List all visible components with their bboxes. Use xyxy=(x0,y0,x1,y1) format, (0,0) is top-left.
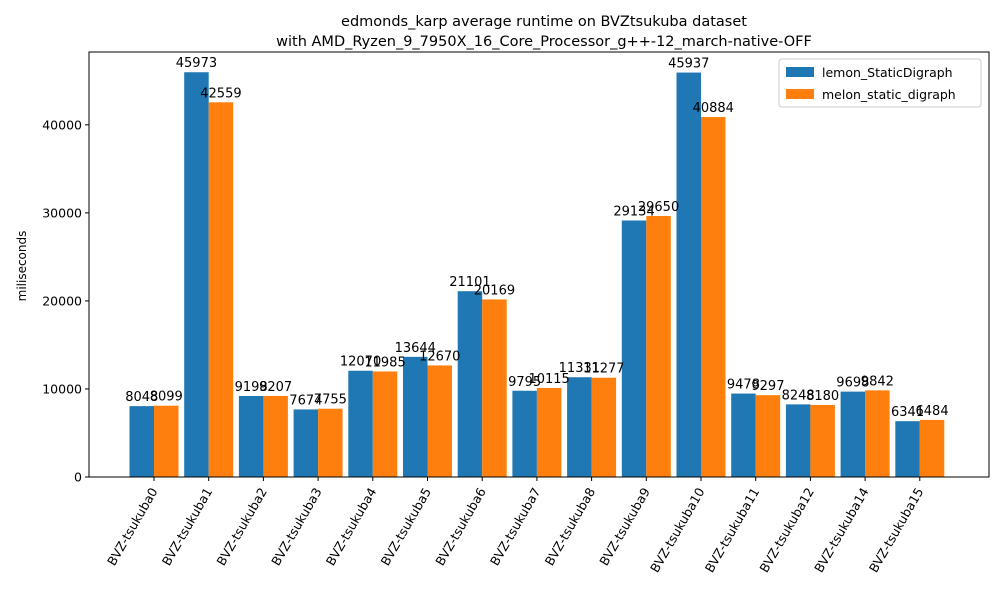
bar-value-label: 21101 xyxy=(449,275,490,290)
bar-value-label: 42559 xyxy=(200,86,241,101)
x-tick-label: BVZ-tsukuba0 xyxy=(104,485,161,568)
bar-value-label: 20169 xyxy=(474,283,515,298)
bar-melon xyxy=(372,371,398,477)
y-tick-label: 40000 xyxy=(42,117,82,132)
bar-value-label: 9795 xyxy=(508,375,541,390)
bar-value-label: 10115 xyxy=(528,372,569,387)
bar-value-label: 8248 xyxy=(782,388,815,403)
bar-lemon xyxy=(895,421,920,477)
y-tick-label: 20000 xyxy=(42,293,82,308)
axes-frame xyxy=(88,51,990,478)
bar-lemon xyxy=(731,393,756,477)
bar-lemon xyxy=(676,72,701,477)
bar-value-label: 9698 xyxy=(836,376,869,391)
legend-swatch-lemon xyxy=(786,67,814,77)
bar-value-label: 8048 xyxy=(125,390,158,405)
bar-lemon xyxy=(621,220,647,478)
bar-lemon xyxy=(785,404,811,477)
x-tick-label: BVZ-tsukuba1 xyxy=(159,485,216,568)
bar-value-label: 9297 xyxy=(751,379,784,394)
bar-value-label: 29650 xyxy=(638,200,679,215)
bar-melon xyxy=(646,215,671,477)
bar-lemon xyxy=(512,390,537,477)
bar-melon xyxy=(536,387,562,477)
bar-value-label: 40884 xyxy=(693,101,734,116)
bar-value-label: 6341 xyxy=(891,405,924,420)
bar-melon xyxy=(919,419,945,477)
bar-melon xyxy=(591,377,617,477)
chart-title-line2: with AMD_Ryzen_9_7950X_16_Core_Processor… xyxy=(276,34,812,50)
bar-value-label: 11985 xyxy=(364,355,405,370)
x-tick-label: BVZ-tsukuba2 xyxy=(213,485,270,568)
bar-lemon xyxy=(129,406,154,477)
bar-lemon xyxy=(293,409,319,477)
y-tick-label: 10000 xyxy=(42,381,82,396)
x-tick-label: BVZ-tsukuba11 xyxy=(702,485,763,575)
bar-value-label: 12070 xyxy=(340,355,381,370)
bar-melon xyxy=(263,395,288,477)
bar-value-label: 12670 xyxy=(419,349,460,364)
x-tick-label: BVZ-tsukuba9 xyxy=(596,485,653,568)
bar-lemon xyxy=(840,391,866,477)
bar-value-label: 45937 xyxy=(668,57,709,72)
bar-lemon xyxy=(403,356,428,477)
chart-title-line1: edmonds_karp average runtime on BVZtsuku… xyxy=(341,14,747,30)
bar-lemon xyxy=(457,291,483,477)
bar-melon xyxy=(755,395,781,477)
x-tick-label: BVZ-tsukuba12 xyxy=(756,485,817,575)
legend-label-melon: melon_static_digraph xyxy=(822,87,956,102)
x-tick-label: BVZ-tsukuba3 xyxy=(268,485,325,568)
bar-value-label: 11331 xyxy=(559,361,600,376)
bar-melon xyxy=(810,404,835,477)
y-axis-label: miliseconds xyxy=(15,231,29,302)
bar-melon xyxy=(318,408,343,477)
bar-melon xyxy=(208,102,234,477)
x-tick-label: BVZ-tsukuba7 xyxy=(487,485,544,568)
bar-value-label: 8180 xyxy=(806,389,839,404)
bar-value-label: 13644 xyxy=(395,341,436,356)
bar-melon xyxy=(154,405,179,477)
plot-area: 8048 45973 9198 7674 12070 13644 21101 9795 1133… xyxy=(42,51,990,575)
legend-label-lemon: lemon_StaticDigraph xyxy=(822,65,953,80)
legend-swatch-melon xyxy=(786,89,814,99)
bar-value-label: 8099 xyxy=(150,390,183,405)
legend-frame xyxy=(778,58,982,108)
x-tick-label: BVZ-tsukuba6 xyxy=(432,485,489,568)
bar-value-label: 7755 xyxy=(314,393,347,408)
x-tick-label: BVZ-tsukuba5 xyxy=(377,485,434,568)
y-tick-label: 0 xyxy=(74,470,82,485)
bar-lemon xyxy=(567,377,592,477)
bar-value-label: 11277 xyxy=(583,362,624,377)
bar-value-label: 6484 xyxy=(916,404,949,419)
bar-value-label: 9842 xyxy=(861,374,894,389)
bar-lemon xyxy=(184,72,209,477)
x-tick-label: BVZ-tsukuba14 xyxy=(811,485,872,575)
bar-melon xyxy=(865,390,890,477)
bar-value-label: 9207 xyxy=(259,380,292,395)
bar-melon xyxy=(482,299,507,477)
x-tick-label: BVZ-tsukuba8 xyxy=(542,485,599,568)
legend: lemon_StaticDigraph melon_static_digraph xyxy=(778,58,982,108)
bar-value-label: 45973 xyxy=(176,56,217,71)
y-tick-label: 30000 xyxy=(42,205,82,220)
bar-melon xyxy=(701,117,726,477)
bar-value-label: 7674 xyxy=(289,393,322,408)
bar-value-label: 9478 xyxy=(727,378,760,393)
bar-melon xyxy=(427,365,452,477)
bar-value-label: 9198 xyxy=(235,380,268,395)
bar-value-label: 29134 xyxy=(613,204,654,219)
x-tick-label: BVZ-tsukuba4 xyxy=(323,485,380,568)
bar-lemon xyxy=(348,370,373,477)
x-tick-label: BVZ-tsukuba15 xyxy=(866,485,927,575)
bar-lemon xyxy=(238,396,264,477)
x-tick-label: BVZ-tsukuba10 xyxy=(647,485,708,575)
